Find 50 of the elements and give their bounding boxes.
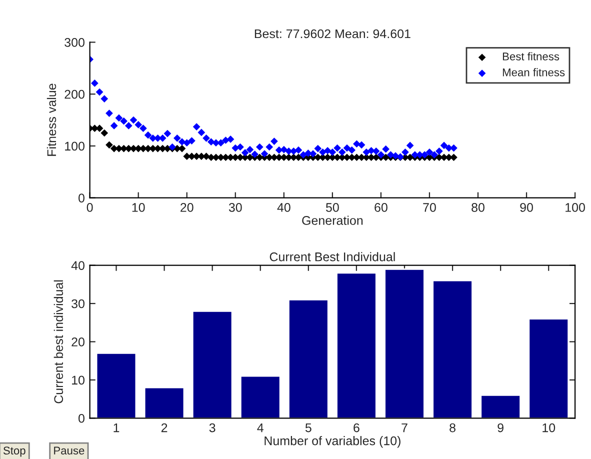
bar (288, 299, 329, 418)
chart-title: Current Best Individual (270, 252, 395, 262)
legend-label: Mean fitness (502, 68, 565, 76)
bar (432, 280, 473, 418)
bar (96, 352, 137, 418)
x-tick-label: 3 (209, 423, 216, 432)
y-tick-label: 20 (72, 338, 84, 346)
x-tick-label: 40 (277, 203, 290, 212)
x-tick-label: 70 (423, 203, 436, 212)
chart-title: Best: 77.9602 Mean: 94.601 (254, 29, 410, 38)
x-tick-label: 8 (450, 423, 456, 432)
text: Stop (3, 446, 26, 457)
x-axis-title: Number of variables (10) (264, 436, 400, 448)
x-tick-label: 7 (402, 423, 408, 432)
x-tick-label: 10 (132, 203, 145, 212)
x-tick-label: 6 (354, 423, 360, 432)
legend-label: Best fitness (502, 52, 560, 60)
x-tick-label: 5 (305, 423, 312, 432)
bar (336, 272, 377, 418)
x-tick-label: 30 (228, 203, 242, 212)
y-tick-label: 30 (72, 299, 84, 308)
y-tick-label: 0 (78, 414, 84, 423)
y-tick-label: 40 (71, 261, 84, 270)
bar (144, 386, 185, 418)
y-tick-label: 200 (64, 90, 84, 99)
bar (240, 375, 281, 418)
y-axis-title: Fitness value (46, 84, 56, 156)
x-tick-label: 20 (180, 203, 194, 212)
y-tick-label: 0 (78, 194, 84, 202)
bar (480, 394, 521, 418)
x-tick-label: 10 (542, 423, 556, 432)
x-tick-label: 9 (498, 423, 504, 432)
x-tick-label: 90 (520, 203, 533, 212)
y-axis-title: Current best individual (54, 280, 64, 404)
x-tick-label: 4 (257, 423, 264, 432)
x-tick-label: 100 (566, 203, 585, 212)
y-tick-label: 300 (64, 38, 84, 47)
x-tick-label: 2 (161, 423, 168, 432)
x-tick-label: 80 (472, 203, 484, 212)
y-tick-label: 10 (72, 376, 84, 385)
y-tick-label: 100 (65, 142, 84, 151)
x-tick-label: 0 (86, 203, 93, 212)
text: Pause (54, 446, 84, 455)
bar (192, 310, 233, 418)
bar (528, 318, 570, 418)
bar (384, 268, 425, 418)
x-tick-label: 60 (374, 203, 388, 212)
x-axis-title: Generation (302, 216, 363, 225)
x-tick-label: 50 (326, 203, 339, 212)
x-tick-label: 1 (114, 423, 120, 432)
